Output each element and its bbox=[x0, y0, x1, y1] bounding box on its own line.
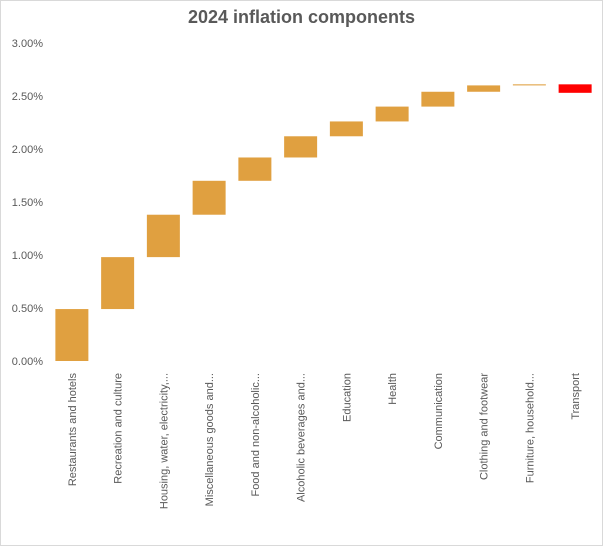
bar-0 bbox=[55, 309, 89, 361]
bar-9 bbox=[467, 85, 501, 92]
x-tick-label: Miscellaneous goods and... bbox=[204, 373, 216, 506]
x-tick-label: Transport bbox=[570, 373, 582, 420]
bar-5 bbox=[284, 136, 318, 158]
x-tick-label: Furniture, household... bbox=[524, 373, 536, 483]
bar-1 bbox=[101, 257, 135, 310]
x-axis: Restaurants and hotels Recreation and cul… bbox=[67, 373, 582, 510]
x-tick-label: Alcoholic beverages and... bbox=[296, 373, 308, 502]
bar-4 bbox=[238, 157, 272, 181]
y-axis: 0.00% 0.50% 1.00% 1.50% 2.00% 2.50% 3.00% bbox=[12, 38, 43, 368]
y-tick-label: 3.00% bbox=[12, 38, 43, 50]
bar-2 bbox=[146, 214, 180, 258]
y-tick-label: 0.00% bbox=[12, 356, 43, 368]
x-tick-label: Clothing and footwear bbox=[479, 373, 491, 480]
y-tick-label: 0.50% bbox=[12, 303, 43, 315]
y-tick-label: 1.50% bbox=[12, 197, 43, 209]
bar-11 bbox=[558, 84, 592, 93]
bar-8 bbox=[421, 91, 455, 107]
x-tick-label: Health bbox=[387, 373, 399, 405]
bar-7 bbox=[375, 106, 409, 122]
x-tick-label: Food and non-alcoholic... bbox=[250, 373, 262, 497]
bar-6 bbox=[329, 121, 363, 137]
bars bbox=[55, 84, 592, 361]
x-tick-label: Housing, water, electricity,... bbox=[158, 373, 170, 509]
bar-10 bbox=[512, 84, 546, 86]
x-tick-label: Recreation and culture bbox=[113, 373, 125, 484]
bar-3 bbox=[192, 180, 226, 215]
x-tick-label: Education bbox=[341, 373, 353, 422]
y-tick-label: 2.00% bbox=[12, 144, 43, 156]
y-tick-label: 1.00% bbox=[12, 250, 43, 262]
y-tick-label: 2.50% bbox=[12, 91, 43, 103]
x-tick-label: Communication bbox=[433, 373, 445, 449]
x-tick-label: Restaurants and hotels bbox=[67, 373, 79, 487]
chart-title: 2024 inflation components bbox=[187, 7, 416, 27]
